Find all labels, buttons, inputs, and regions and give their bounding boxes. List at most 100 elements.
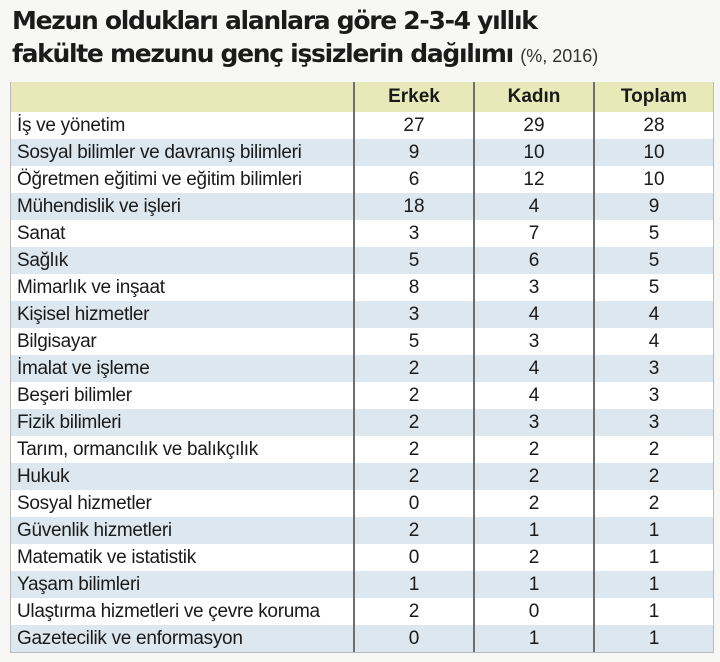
table-cell-value: 3 [593,409,713,436]
table-cell-value: 3 [353,220,473,247]
table-cell-value: 0 [353,544,473,571]
row-label: Sağlık [17,249,69,271]
row-label: Güvenlik hizmetleri [17,519,172,541]
table-cell-value: 10 [593,166,713,193]
row-label: Bilgisayar [17,330,97,352]
table-cell-value: 7 [473,220,593,247]
table-cell-value: 6 [353,166,473,193]
row-label: Tarım, ormancılık ve balıkçılık [17,438,258,460]
row-label: Hukuk [17,465,70,487]
title-line-2-text: fakülte mezunu genç işsizlerin dağılımı [12,39,514,68]
table-cell-value: 1 [593,625,713,652]
row-label: Sosyal hizmetler [17,492,152,514]
table-cell-value: 5 [593,220,713,247]
table-cell-value: 2 [593,463,713,490]
table-row: İş ve yönetim 27 29 28 [11,112,713,139]
table-cell-value: 4 [473,382,593,409]
row-label: Öğretmen eğitimi ve eğitim bilimleri [17,168,302,190]
table-cell-value: 2 [593,436,713,463]
title-line-1: Mezun oldukları alanlara göre 2-3-4 yıll… [12,6,538,35]
row-label: Sosyal bilimler ve davranış bilimleri [17,141,302,163]
row-label: İmalat ve işleme [17,357,150,379]
table-cell-value: 27 [353,112,473,139]
table-row: Tarım, ormancılık ve balıkçılık 2 2 2 [11,436,713,463]
table-cell-value: 2 [353,409,473,436]
row-label: Kişisel hizmetler [17,303,150,325]
table-cell-value: 3 [473,409,593,436]
table-cell-value: 3 [473,328,593,355]
table-header-row: Erkek Kadın Toplam [11,82,713,112]
table-cell-value: 0 [473,598,593,625]
table-cell-value: 2 [593,490,713,517]
table-cell-value: 1 [593,517,713,544]
row-label: Mühendislik ve işleri [17,195,181,217]
data-table: Erkek Kadın Toplam İş ve yönetim 27 29 28 Sosya… [10,82,714,653]
table-row: Matematik ve istatistik 0 2 1 [11,544,713,571]
table-cell-value: 2 [353,463,473,490]
table-cell-value: 4 [593,328,713,355]
table-cell-value: 1 [593,544,713,571]
table-cell-value: 2 [473,544,593,571]
table-cell-value: 2 [473,436,593,463]
table-cell-value: 1 [593,598,713,625]
table-cell-value: 29 [473,112,593,139]
table-cell-value: 1 [473,517,593,544]
table-cell-value: 1 [473,625,593,652]
table-cell-value: 9 [353,139,473,166]
table-cell-value: 3 [593,382,713,409]
table-row: Sağlık 5 6 5 [11,247,713,274]
table-cell-value: 2 [353,598,473,625]
table-cell-value: 9 [593,193,713,220]
table-cell-value: 4 [593,301,713,328]
table-cell-value: 2 [473,463,593,490]
column-header: Toplam [593,82,713,112]
table-cell-value: 12 [473,166,593,193]
table-cell-value: 2 [353,436,473,463]
table-cell-value: 1 [593,571,713,598]
table-row: Yaşam bilimleri 1 1 1 [11,571,713,598]
row-label: Mimarlık ve inşaat [17,276,165,298]
table-cell-value: 4 [473,193,593,220]
chart-title: Mezun oldukları alanlara göre 2-3-4 yıll… [12,4,598,73]
table-row: Öğretmen eğitimi ve eğitim bilimleri 6 12 1… [11,166,713,193]
row-label: Yaşam bilimleri [17,573,140,595]
table-row: Sosyal bilimler ve davranış bilimleri 9 10… [11,139,713,166]
table-row: Sanat 3 7 5 [11,220,713,247]
table-cell-value: 8 [353,274,473,301]
row-label: Gazetecilik ve enformasyon [17,627,243,649]
row-label: Ulaştırma hizmetleri ve çevre koruma [17,600,320,622]
table-cell-value: 5 [353,328,473,355]
table-row: Mühendislik ve işleri 18 4 9 [11,193,713,220]
table-cell-value: 1 [473,571,593,598]
table-cell-value: 0 [353,625,473,652]
table-row: Kişisel hizmetler 3 4 4 [11,301,713,328]
column-header: Erkek [353,82,473,112]
table-row: Sosyal hizmetler 0 2 2 [11,490,713,517]
column-header: Kadın [473,82,593,112]
table-row: Mimarlık ve inşaat 8 3 5 [11,274,713,301]
table-row: Gazetecilik ve enformasyon 0 1 1 [11,625,713,652]
table-cell-value: 0 [353,490,473,517]
row-label: Sanat [17,222,66,244]
table-cell-value: 2 [473,490,593,517]
table-cell-value: 2 [353,517,473,544]
row-label: İş ve yönetim [17,114,126,136]
table-cell-value: 1 [353,571,473,598]
table-cell-value: 5 [593,247,713,274]
table-cell-value: 4 [473,355,593,382]
column-header-blank [11,82,353,112]
table-row: Güvenlik hizmetleri 2 1 1 [11,517,713,544]
table-cell-value: 3 [593,355,713,382]
title-line-2: fakülte mezunu genç işsizlerin dağılımı … [12,37,598,73]
table-cell-value: 10 [473,139,593,166]
table-row: Beşeri bilimler 2 4 3 [11,382,713,409]
table-cell-value: 6 [473,247,593,274]
table-row: Fizik bilimleri 2 3 3 [11,409,713,436]
table-row: İmalat ve işleme 2 4 3 [11,355,713,382]
table-cell-value: 2 [353,382,473,409]
title-subtitle: (%, 2016) [520,46,599,66]
row-label: Beşeri bilimler [17,384,132,406]
table-row: Bilgisayar 5 3 4 [11,328,713,355]
table-cell-value: 10 [593,139,713,166]
table-cell-value: 5 [593,274,713,301]
